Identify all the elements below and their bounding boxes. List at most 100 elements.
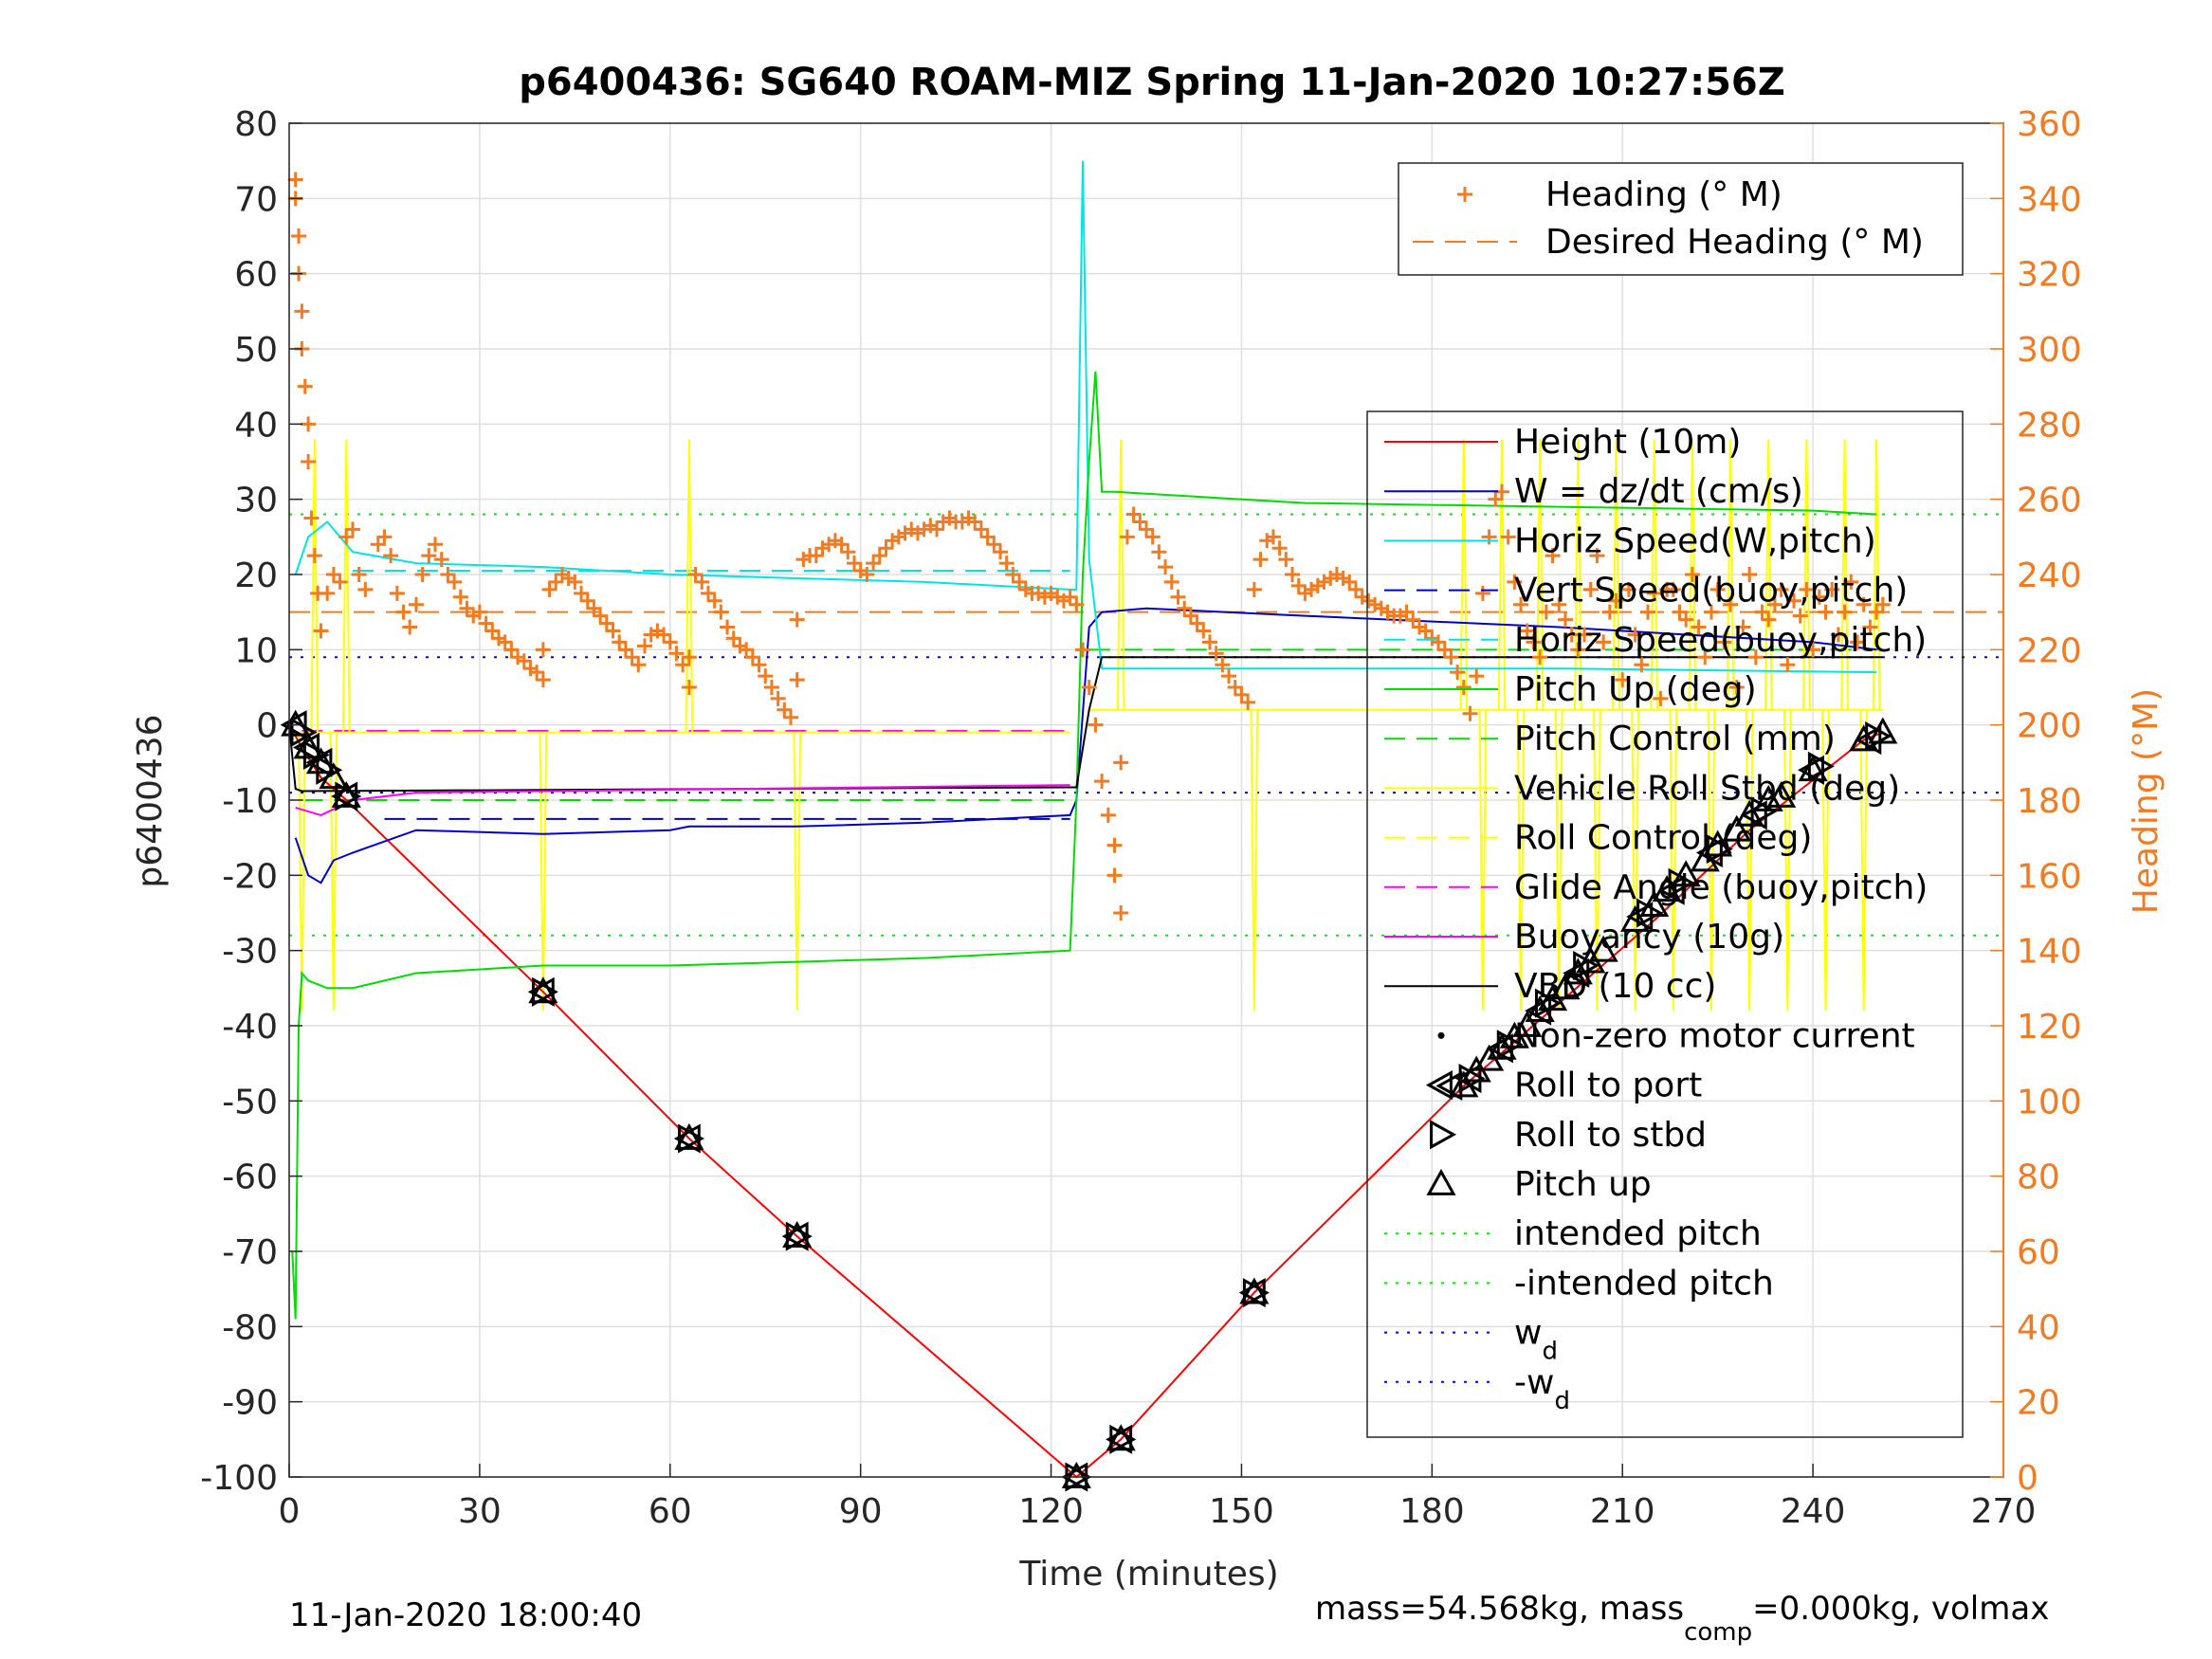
heading-point (1747, 649, 1764, 665)
heading-point (1088, 717, 1104, 733)
legend-label-text: Desired Heading (° M) (1545, 223, 1924, 262)
heading-point (1620, 581, 1636, 597)
legend-label: Non-zero motor current (1514, 1016, 1915, 1055)
heading-point (1728, 680, 1745, 695)
heading-point (1469, 668, 1485, 684)
heading-point (395, 604, 411, 620)
marker-up (674, 1122, 704, 1150)
heading-point (1678, 611, 1694, 628)
y-tick-label-right: 0 (2017, 1459, 2038, 1498)
legend-label: Pitch Control (mm) (1514, 720, 1836, 758)
heading-point (1208, 646, 1224, 662)
heading-point (1665, 581, 1681, 597)
legend-label-text: w (1514, 1314, 1542, 1353)
heading-point (1811, 589, 1827, 605)
marker-left (280, 710, 307, 740)
heading-point (433, 552, 449, 568)
legend-label-text: Vert Speed(buoy,pitch) (1514, 572, 1908, 611)
heading-point (313, 623, 329, 639)
y-axis-label-left: p6400436 (131, 714, 170, 887)
x-tick-label: 60 (649, 1492, 692, 1531)
x-tick-label: 150 (1209, 1492, 1274, 1531)
footer-mass-sub: comp (1684, 1618, 1752, 1647)
roll-spike (310, 439, 320, 733)
heading-point (1545, 548, 1561, 564)
legend-label: Pitch up (1514, 1165, 1652, 1204)
heading-point (297, 378, 313, 394)
y-tick-label-left: -90 (222, 1384, 278, 1423)
legend-label: Horiz Speed(W,pitch) (1514, 521, 1876, 560)
legend-label-text: Pitch up (1514, 1165, 1652, 1204)
y-tick-label-right: 100 (2017, 1083, 2082, 1121)
heading-point (1792, 608, 1808, 624)
series-line (288, 656, 1883, 793)
heading-point (1570, 642, 1586, 658)
roll-spike (1726, 439, 1735, 710)
heading-point (1201, 634, 1217, 650)
marker-right (1706, 834, 1733, 865)
x-tick-label: 210 (1590, 1492, 1655, 1531)
roll-spike (1116, 439, 1125, 710)
marker-right (290, 718, 318, 748)
heading-point (720, 619, 736, 635)
roll-spike (341, 439, 351, 733)
heading-point (770, 690, 786, 706)
legend-label-text: Pitch Control (mm) (1514, 720, 1836, 758)
roll-spike (1516, 709, 1526, 1012)
roll-spike (1707, 709, 1716, 1012)
heading-point (303, 510, 320, 526)
heading-points (287, 172, 1891, 921)
heading-point (1285, 567, 1301, 582)
marker-right (1458, 1063, 1486, 1094)
y-tick-label-left: 40 (234, 406, 278, 445)
marker-up (1722, 814, 1752, 842)
heading-point (1113, 905, 1129, 921)
marker-up (1798, 755, 1828, 782)
heading-point (1703, 604, 1719, 620)
marker-right (1573, 950, 1600, 981)
heading-point (402, 619, 418, 635)
y-tick-label-left: 70 (234, 180, 278, 219)
heading-point (1799, 581, 1815, 597)
heading-point (1735, 619, 1751, 635)
heading-point (1697, 649, 1713, 665)
roll-spike (1574, 439, 1582, 710)
y-tick-label-right: 340 (2017, 180, 2082, 219)
legend-label-text: Non-zero motor current (1514, 1016, 1915, 1055)
heading-point (1830, 627, 1846, 643)
heading-point (789, 611, 805, 628)
legend-swatch (1457, 187, 1472, 202)
marker-right (677, 1123, 704, 1154)
roll-spike (1859, 709, 1869, 1012)
y-tick-label-right: 20 (2017, 1384, 2060, 1423)
roll-spike (1802, 439, 1811, 710)
marker-left (1563, 957, 1590, 989)
legend-heading: Heading (° M) Desired Heading (° M) (1398, 162, 1964, 276)
marker-left (1657, 875, 1685, 905)
y-tick-label-right: 180 (2017, 782, 2082, 821)
legend-label: Heading (° M) (1545, 175, 1782, 214)
heading-point (1271, 540, 1288, 556)
heading-point (1601, 604, 1618, 620)
heading-point (1608, 592, 1624, 609)
legend-label: Desired Heading (° M) (1545, 223, 1924, 262)
legend-label-text: Horiz Speed(W,pitch) (1514, 521, 1876, 560)
legend-label-text: W = dz/dt (cm/s) (1514, 472, 1803, 511)
heading-point (1742, 567, 1758, 582)
marker-right (1668, 867, 1695, 898)
legend-label: intended pitch (1514, 1214, 1762, 1253)
heading-point (1862, 619, 1878, 635)
heading-point (1113, 755, 1129, 771)
heading-point (301, 416, 317, 432)
heading-point (1563, 627, 1580, 643)
y-tick-label-left: 80 (234, 105, 278, 144)
y-tick-label-right: 240 (2017, 556, 2082, 595)
heading-point (758, 668, 774, 684)
y-tick-label-right: 160 (2017, 857, 2082, 896)
marker-right (302, 739, 330, 770)
legend-label: -intended pitch (1514, 1264, 1774, 1303)
x-tick-label: 90 (839, 1492, 883, 1531)
heading-point (1716, 634, 1732, 650)
marker-left (293, 732, 320, 763)
heading-point (706, 592, 722, 609)
